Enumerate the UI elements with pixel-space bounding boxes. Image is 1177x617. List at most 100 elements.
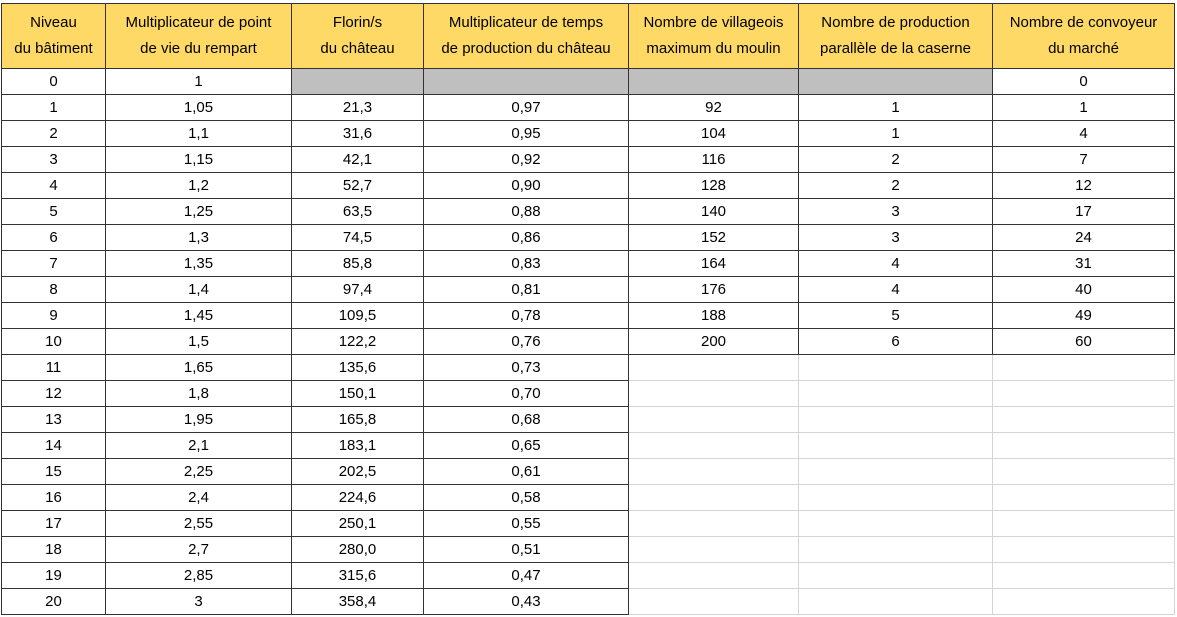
- table-cell[interactable]: [798, 354, 993, 381]
- table-cell[interactable]: 0: [1, 68, 106, 95]
- table-cell[interactable]: [992, 354, 1175, 381]
- table-cell[interactable]: 17: [992, 198, 1175, 225]
- table-cell[interactable]: [992, 380, 1175, 407]
- table-cell[interactable]: 1,15: [105, 146, 292, 173]
- table-cell[interactable]: 13: [1, 406, 106, 433]
- table-cell[interactable]: 63,5: [291, 198, 424, 225]
- table-cell[interactable]: 12: [1, 380, 106, 407]
- table-cell[interactable]: 0,78: [423, 302, 629, 329]
- table-cell[interactable]: 0,65: [423, 432, 629, 459]
- table-cell[interactable]: 0,76: [423, 328, 629, 355]
- table-cell[interactable]: 2: [798, 172, 993, 199]
- table-cell[interactable]: 31,6: [291, 120, 424, 147]
- table-cell[interactable]: 4: [798, 250, 993, 277]
- table-cell[interactable]: 12: [992, 172, 1175, 199]
- column-header[interactable]: Nombre de convoyeur du marché: [992, 3, 1175, 69]
- table-cell[interactable]: 116: [628, 146, 799, 173]
- table-cell[interactable]: 16: [1, 484, 106, 511]
- table-cell[interactable]: 1: [1, 94, 106, 121]
- table-cell[interactable]: 0,83: [423, 250, 629, 277]
- table-cell[interactable]: 250,1: [291, 510, 424, 537]
- table-cell[interactable]: 0,58: [423, 484, 629, 511]
- table-cell[interactable]: 1,25: [105, 198, 292, 225]
- table-cell[interactable]: 9: [1, 302, 106, 329]
- column-header[interactable]: Multiplicateur de temps de production du …: [423, 3, 629, 69]
- table-cell[interactable]: 128: [628, 172, 799, 199]
- table-cell[interactable]: 0,97: [423, 94, 629, 121]
- table-cell[interactable]: 4: [798, 276, 993, 303]
- table-cell[interactable]: 49: [992, 302, 1175, 329]
- table-cell[interactable]: [798, 458, 993, 485]
- table-cell[interactable]: 2,4: [105, 484, 292, 511]
- column-header[interactable]: Multiplicateur de point de vie du rempart: [105, 3, 292, 69]
- table-cell[interactable]: [992, 562, 1175, 589]
- table-cell[interactable]: 21,3: [291, 94, 424, 121]
- table-cell[interactable]: 164: [628, 250, 799, 277]
- table-cell[interactable]: 40: [992, 276, 1175, 303]
- table-cell[interactable]: 0,88: [423, 198, 629, 225]
- table-cell[interactable]: 52,7: [291, 172, 424, 199]
- table-cell[interactable]: 60: [992, 328, 1175, 355]
- table-cell[interactable]: 183,1: [291, 432, 424, 459]
- table-cell[interactable]: [992, 406, 1175, 433]
- table-cell[interactable]: [628, 484, 799, 511]
- table-cell[interactable]: [628, 536, 799, 563]
- table-cell[interactable]: [628, 510, 799, 537]
- table-cell[interactable]: [798, 588, 993, 615]
- table-cell[interactable]: 85,8: [291, 250, 424, 277]
- table-cell[interactable]: [628, 458, 799, 485]
- table-cell[interactable]: [992, 458, 1175, 485]
- table-cell[interactable]: 152: [628, 224, 799, 251]
- table-cell[interactable]: [628, 380, 799, 407]
- table-cell[interactable]: 1,45: [105, 302, 292, 329]
- column-header[interactable]: Nombre de villageois maximum du moulin: [628, 3, 799, 69]
- table-cell[interactable]: 1: [798, 94, 993, 121]
- table-cell[interactable]: [798, 510, 993, 537]
- table-cell[interactable]: 0,70: [423, 380, 629, 407]
- table-cell[interactable]: [628, 406, 799, 433]
- table-cell[interactable]: 0: [992, 68, 1175, 95]
- table-cell[interactable]: 358,4: [291, 588, 424, 615]
- table-cell[interactable]: [992, 484, 1175, 511]
- table-cell[interactable]: [798, 432, 993, 459]
- table-cell[interactable]: 0,90: [423, 172, 629, 199]
- table-cell[interactable]: 7: [1, 250, 106, 277]
- column-header[interactable]: Florin/s du château: [291, 3, 424, 69]
- table-cell[interactable]: 109,5: [291, 302, 424, 329]
- table-cell[interactable]: 2,25: [105, 458, 292, 485]
- table-cell[interactable]: 0,95: [423, 120, 629, 147]
- table-cell[interactable]: 150,1: [291, 380, 424, 407]
- table-cell[interactable]: 104: [628, 120, 799, 147]
- na-cell[interactable]: [798, 68, 993, 95]
- table-cell[interactable]: [628, 432, 799, 459]
- table-cell[interactable]: [992, 588, 1175, 615]
- table-cell[interactable]: 3: [105, 588, 292, 615]
- table-cell[interactable]: 92: [628, 94, 799, 121]
- table-cell[interactable]: 202,5: [291, 458, 424, 485]
- table-cell[interactable]: 1: [798, 120, 993, 147]
- table-cell[interactable]: 20: [1, 588, 106, 615]
- table-cell[interactable]: [798, 536, 993, 563]
- table-cell[interactable]: 315,6: [291, 562, 424, 589]
- table-cell[interactable]: 0,92: [423, 146, 629, 173]
- table-cell[interactable]: 15: [1, 458, 106, 485]
- table-cell[interactable]: 10: [1, 328, 106, 355]
- table-cell[interactable]: 5: [1, 198, 106, 225]
- table-cell[interactable]: 1,5: [105, 328, 292, 355]
- table-cell[interactable]: 3: [1, 146, 106, 173]
- table-cell[interactable]: 2,55: [105, 510, 292, 537]
- table-cell[interactable]: 1,65: [105, 354, 292, 381]
- table-cell[interactable]: 200: [628, 328, 799, 355]
- table-cell[interactable]: 17: [1, 510, 106, 537]
- table-cell[interactable]: 11: [1, 354, 106, 381]
- table-cell[interactable]: [628, 562, 799, 589]
- table-cell[interactable]: 31: [992, 250, 1175, 277]
- table-cell[interactable]: 1,4: [105, 276, 292, 303]
- table-cell[interactable]: [992, 536, 1175, 563]
- table-cell[interactable]: [628, 588, 799, 615]
- table-cell[interactable]: 5: [798, 302, 993, 329]
- table-cell[interactable]: 2,85: [105, 562, 292, 589]
- table-cell[interactable]: 0,68: [423, 406, 629, 433]
- table-cell[interactable]: 97,4: [291, 276, 424, 303]
- table-cell[interactable]: 0,61: [423, 458, 629, 485]
